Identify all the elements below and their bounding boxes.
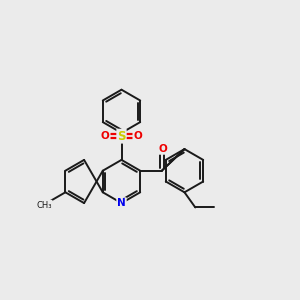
Text: O: O xyxy=(133,131,142,141)
Text: O: O xyxy=(159,144,167,154)
Text: N: N xyxy=(117,198,126,208)
Text: CH₃: CH₃ xyxy=(36,200,52,209)
Text: S: S xyxy=(117,130,126,142)
Text: O: O xyxy=(101,131,110,141)
